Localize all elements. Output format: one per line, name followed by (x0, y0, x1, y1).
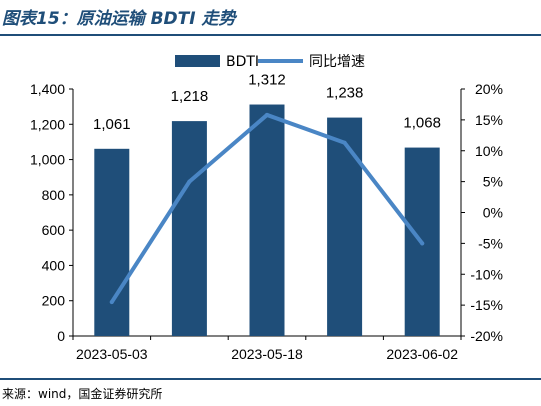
bar (171, 121, 207, 336)
legend-swatch-bdti (175, 55, 220, 67)
bar-value-label: 1,068 (403, 115, 441, 132)
axes: 0 200 400 600 800 1,000 1,200 1,400 -20% -15% -10%… (30, 81, 503, 362)
bar (249, 104, 285, 336)
y-left-tick-label: 1,200 (30, 116, 65, 132)
growth-line (109, 112, 425, 305)
chart: BDTI 同比增速 0 200 400 600 800 1,000 1,200 1,400 -20… (30, 54, 503, 362)
chart-title: 图表15：原油运输 BDTI 走势 (2, 9, 236, 29)
legend-label-growth: 同比增速 (309, 54, 365, 70)
y-right-tick-label: -15% (470, 297, 503, 313)
y-left-tick-label: 800 (42, 187, 66, 203)
y-right-tick-label: -5% (478, 235, 503, 251)
growth-line-point (109, 300, 114, 305)
y-left-tick-label: 0 (57, 328, 65, 344)
y-right-tick-label: -10% (470, 266, 503, 282)
y-right-tick-label: 10% (475, 143, 503, 159)
bar-value-label: 1,061 (93, 116, 131, 133)
y-right-tick-label: 20% (475, 81, 503, 97)
growth-line-point (420, 241, 425, 246)
y-right-tick-label: 15% (475, 112, 503, 128)
x-tick-label: 2023-05-18 (231, 346, 303, 362)
y-left-tick-label: 1,000 (30, 152, 65, 168)
bar-labels: 1,061 1,218 1,312 1,238 1,068 (93, 72, 441, 133)
y-left-tick-label: 1,400 (30, 81, 65, 97)
legend: BDTI 同比增速 (175, 54, 365, 70)
y-right-tick-label: 0% (483, 205, 503, 221)
bar-value-label: 1,218 (171, 88, 209, 105)
bar-value-label: 1,312 (248, 72, 286, 89)
x-tick-label: 2023-06-02 (386, 346, 458, 362)
bars (94, 104, 440, 337)
y-left-tick-label: 400 (42, 257, 66, 273)
y-left-tick-label: 200 (42, 293, 66, 309)
source-note: 来源：wind，国金证券研究所 (2, 387, 163, 401)
growth-line-point (265, 112, 269, 117)
x-tick-label: 2023-05-03 (76, 346, 148, 362)
bar-value-label: 1,238 (326, 85, 364, 102)
y-right-tick-label: 5% (483, 174, 503, 190)
growth-line-point (342, 140, 347, 145)
title-bar: 图表15：原油运输 BDTI 走势 (0, 0, 541, 36)
source-bar: 来源：wind，国金证券研究所 (0, 378, 541, 406)
y-right-tick-label: -20% (470, 328, 503, 344)
bar (94, 148, 130, 336)
y-left-tick-label: 600 (42, 222, 66, 238)
legend-label-bdti: BDTI (226, 54, 259, 70)
bar (327, 117, 363, 337)
growth-line-point (187, 179, 192, 184)
